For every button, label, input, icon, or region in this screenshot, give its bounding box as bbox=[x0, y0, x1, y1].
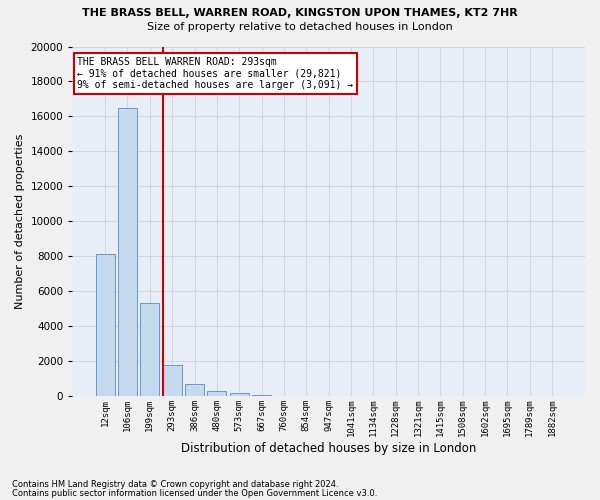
Text: Contains public sector information licensed under the Open Government Licence v3: Contains public sector information licen… bbox=[12, 488, 377, 498]
Y-axis label: Number of detached properties: Number of detached properties bbox=[15, 134, 25, 309]
Bar bbox=[140, 304, 160, 396]
Bar bbox=[252, 394, 271, 396]
X-axis label: Distribution of detached houses by size in London: Distribution of detached houses by size … bbox=[181, 442, 476, 455]
Text: THE BRASS BELL, WARREN ROAD, KINGSTON UPON THAMES, KT2 7HR: THE BRASS BELL, WARREN ROAD, KINGSTON UP… bbox=[82, 8, 518, 18]
Text: Contains HM Land Registry data © Crown copyright and database right 2024.: Contains HM Land Registry data © Crown c… bbox=[12, 480, 338, 489]
Bar bbox=[208, 391, 226, 396]
Bar bbox=[185, 384, 204, 396]
Bar bbox=[95, 254, 115, 396]
Text: THE BRASS BELL WARREN ROAD: 293sqm
← 91% of detached houses are smaller (29,821): THE BRASS BELL WARREN ROAD: 293sqm ← 91%… bbox=[77, 57, 353, 90]
Bar bbox=[118, 108, 137, 396]
Bar bbox=[230, 394, 249, 396]
Bar bbox=[163, 364, 182, 396]
Text: Size of property relative to detached houses in London: Size of property relative to detached ho… bbox=[147, 22, 453, 32]
